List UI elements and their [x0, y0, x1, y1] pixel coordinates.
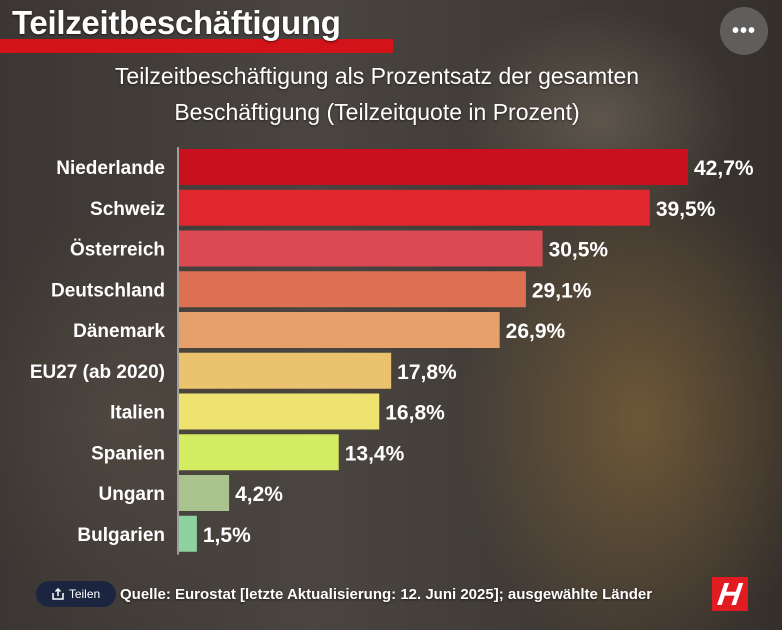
category-label: Schweiz	[90, 199, 165, 220]
brand-logo-letter: H	[715, 576, 745, 612]
category-label: EU27 (ab 2020)	[30, 362, 165, 383]
bar	[179, 312, 500, 348]
bar	[179, 149, 688, 185]
value-label: 26,9%	[506, 320, 566, 343]
value-label: 17,8%	[397, 361, 457, 384]
chart-title: Teilzeitbeschäftigung als Prozentsatz de…	[60, 58, 694, 130]
value-label: 1,5%	[203, 524, 251, 547]
bar	[179, 271, 526, 308]
bar	[179, 230, 543, 267]
category-label: Dänemark	[73, 321, 165, 342]
source-note: Quelle: Eurostat [letzte Aktualisierung:…	[120, 586, 653, 603]
category-label: Niederlande	[56, 158, 165, 179]
chart-title-line-2: Beschäftigung (Teilzeitquote in Prozent)	[174, 99, 580, 125]
value-label: 39,5%	[656, 198, 716, 221]
category-label: Italien	[110, 403, 165, 424]
bar	[179, 475, 230, 511]
category-label: Deutschland	[51, 280, 165, 301]
chart-title-line-1: Teilzeitbeschäftigung als Prozentsatz de…	[114, 63, 640, 89]
bar	[179, 352, 392, 389]
category-label: Bulgarien	[77, 525, 165, 546]
value-label: 4,2%	[235, 483, 283, 506]
headline-underline	[0, 39, 393, 53]
share-label: Teilen	[68, 587, 101, 601]
bar	[179, 393, 380, 430]
share-button[interactable]: Teilen	[36, 581, 116, 607]
value-label: 29,1%	[532, 279, 592, 302]
category-label: Spanien	[91, 443, 165, 464]
category-label: Österreich	[70, 240, 165, 261]
category-label: Ungarn	[99, 484, 166, 505]
value-label: 30,5%	[549, 239, 609, 262]
more-dots-icon: •••	[731, 19, 756, 42]
value-label: 42,7%	[694, 157, 754, 180]
share-icon	[52, 588, 64, 600]
bar	[179, 434, 339, 471]
headline: Teilzeitbeschäftigung	[12, 4, 341, 41]
value-label: 13,4%	[345, 442, 405, 465]
value-label: 16,8%	[385, 402, 445, 425]
bar	[179, 189, 650, 226]
bar	[179, 515, 197, 552]
brand-logo: H	[712, 576, 748, 612]
more-options-button[interactable]: •••	[720, 7, 768, 55]
